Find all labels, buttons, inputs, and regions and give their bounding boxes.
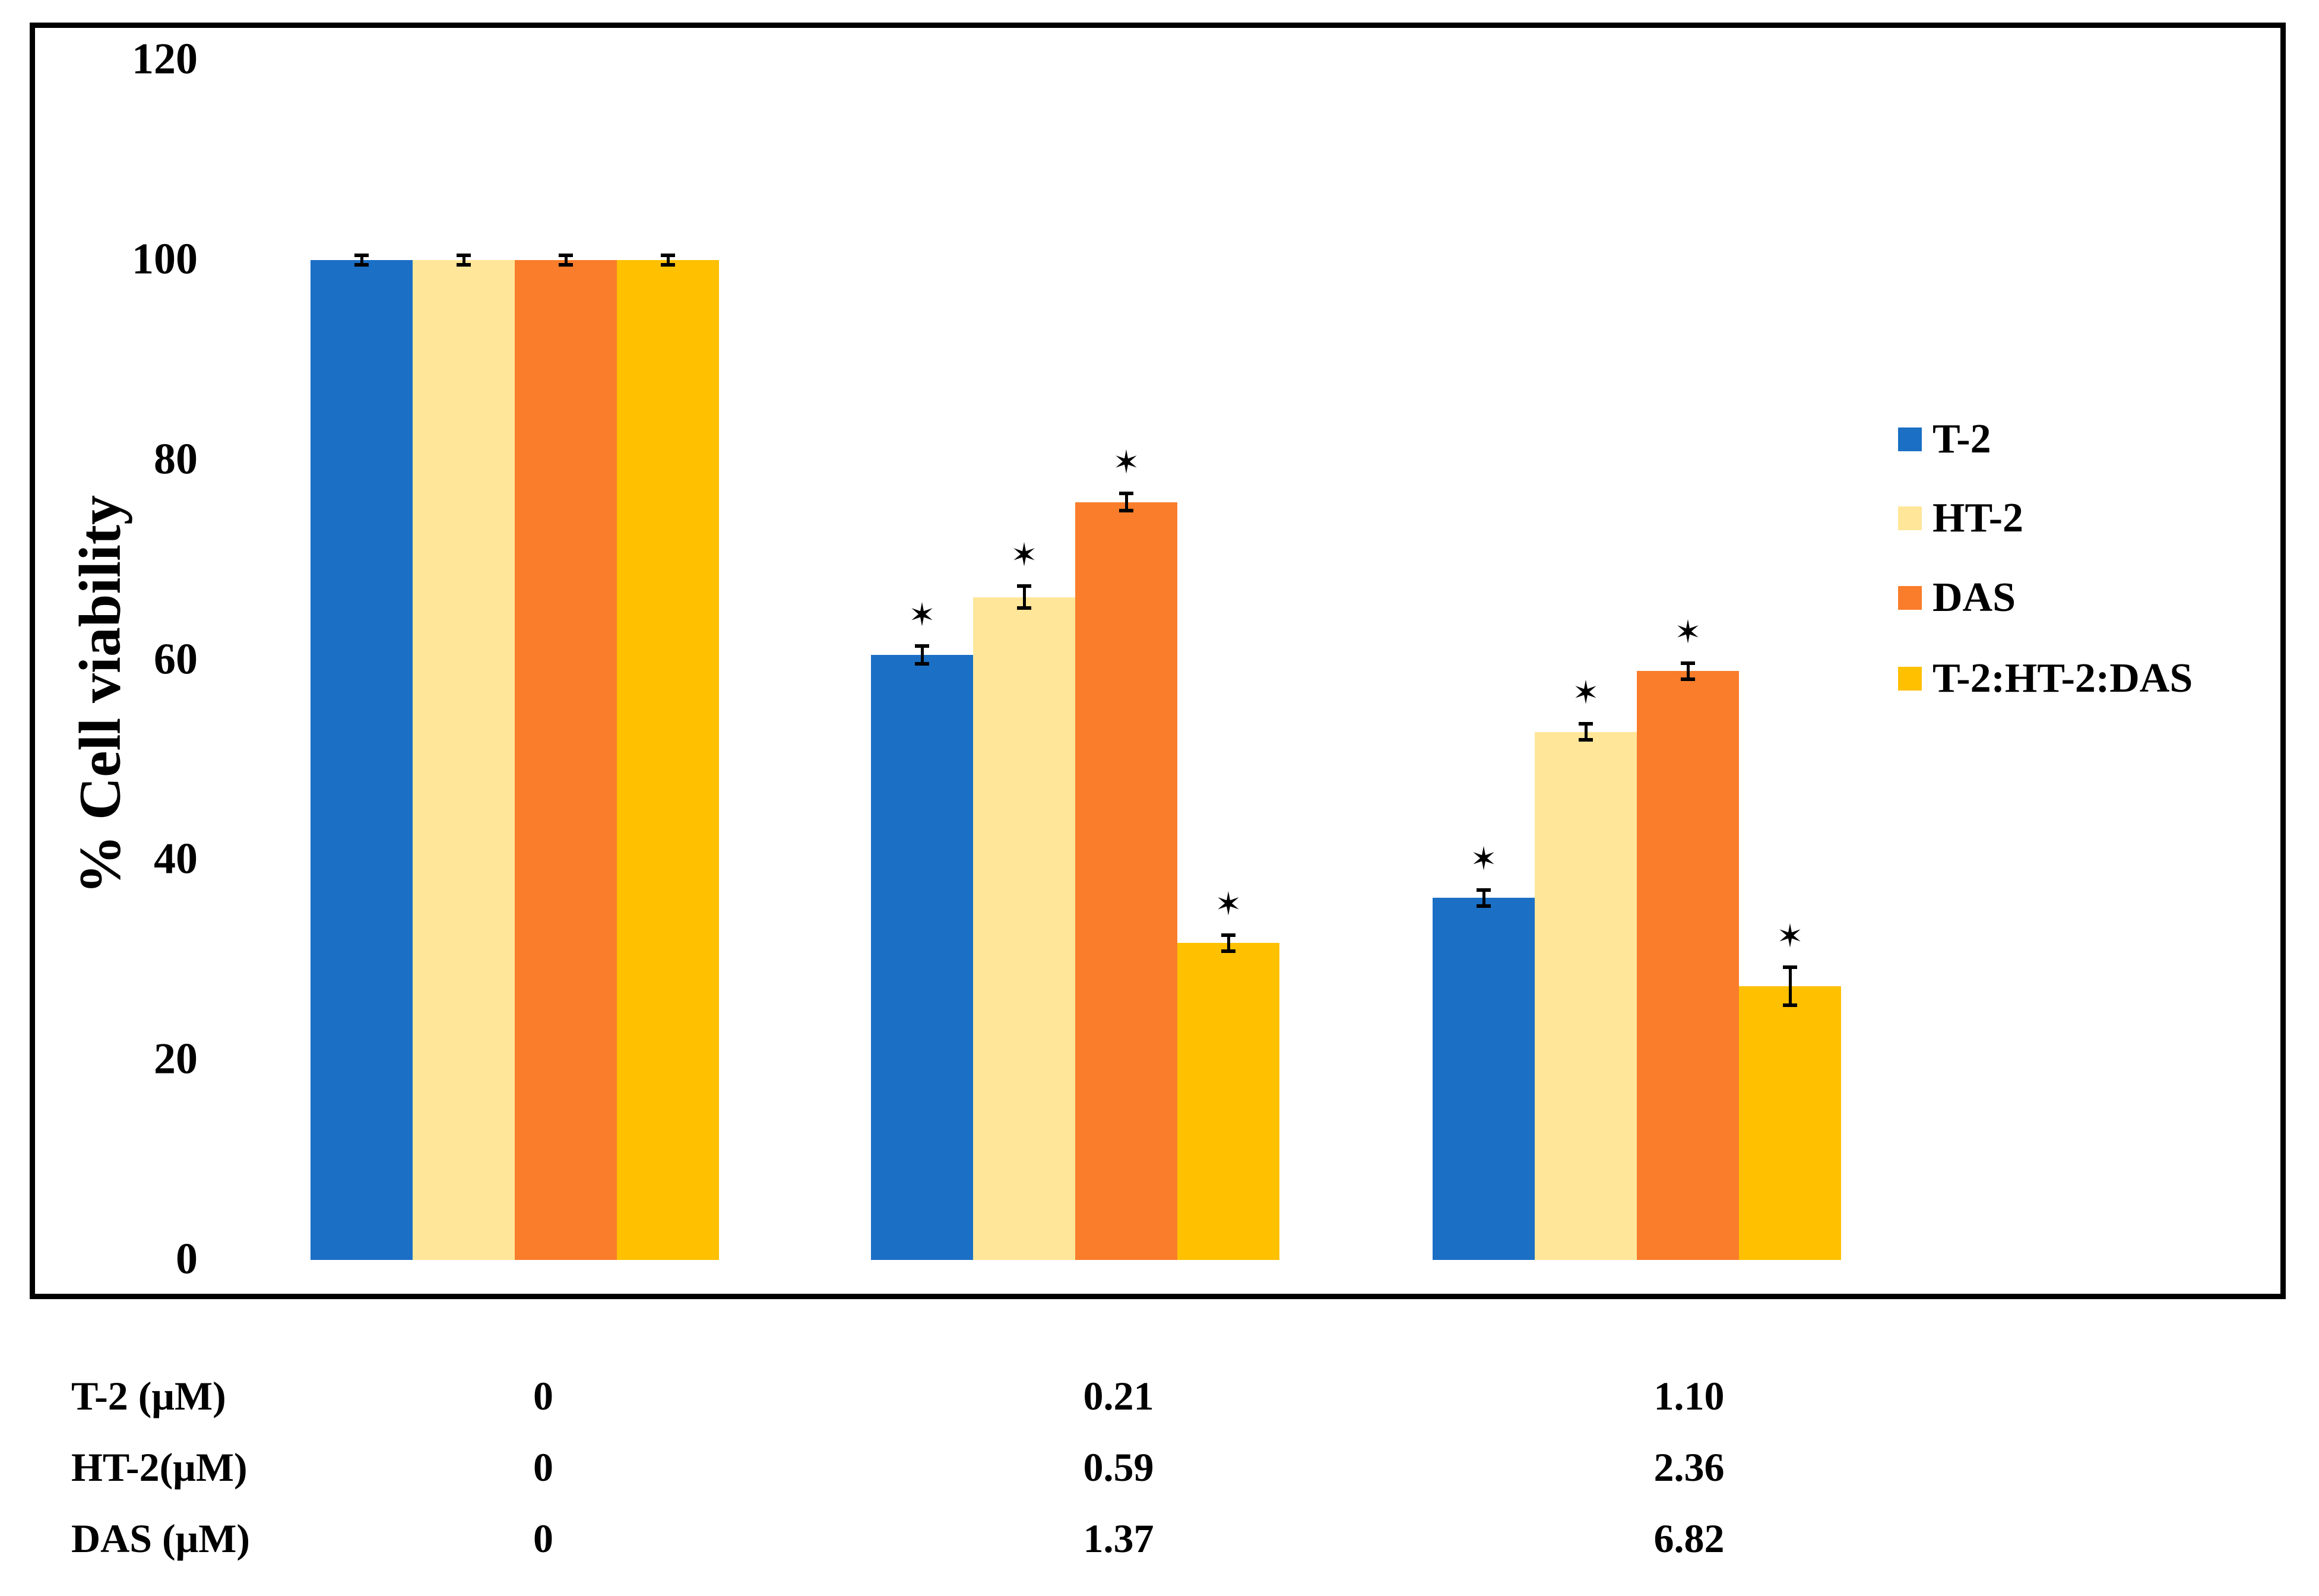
bar-t-2-ht-2-das-group3	[1739, 986, 1841, 1260]
bar-t-2-group3	[1433, 898, 1535, 1260]
bar-t-2-group1	[311, 260, 413, 1260]
legend-swatch	[1898, 428, 1922, 451]
significance-star-icon: ✶	[1470, 840, 1497, 878]
error-bar-cap-top	[915, 644, 929, 648]
bar-t-2-ht-2-das-group2	[1177, 943, 1279, 1260]
table-cell-value: 0	[533, 1373, 553, 1418]
y-tick-label: 0	[176, 1234, 198, 1284]
error-bar-stem	[1227, 935, 1230, 951]
error-bar-cap-top	[354, 253, 369, 257]
significance-star-icon: ✶	[1572, 674, 1599, 712]
error-bar-cap-bottom	[1221, 949, 1235, 953]
table-cell-value: 0.21	[1083, 1373, 1154, 1418]
error-bar-stem	[1022, 585, 1026, 609]
error-bar-cap-top	[1579, 722, 1593, 726]
significance-star-icon: ✶	[908, 596, 936, 634]
table-cell-value: 0	[533, 1516, 553, 1561]
error-bar-cap-bottom	[457, 263, 471, 267]
significance-star-icon: ✶	[1215, 885, 1242, 923]
legend-swatch	[1898, 667, 1922, 691]
error-bar-cap-top	[457, 253, 471, 257]
significance-star-icon: ✶	[1776, 917, 1804, 955]
error-bar-cap-bottom	[1017, 606, 1031, 610]
table-row-label: T-2 (μM)	[71, 1373, 226, 1418]
legend-swatch	[1898, 586, 1922, 610]
bar-t-2-group2	[871, 655, 973, 1260]
bar-t-2-ht-2-das-group1	[617, 260, 719, 1260]
error-bar-cap-bottom	[354, 263, 369, 267]
legend-label: T-2	[1932, 416, 1991, 462]
error-bar-stem	[1482, 889, 1485, 906]
error-bar-cap-top	[1783, 965, 1797, 969]
legend-label: T-2:HT-2:DAS	[1932, 656, 2193, 701]
legend-item-t-2: T-2	[1898, 419, 2254, 460]
table-row-label: DAS (μM)	[71, 1516, 251, 1561]
error-bar-stem	[1124, 493, 1128, 511]
error-bar-stem	[920, 646, 924, 664]
error-bar-stem	[666, 255, 670, 265]
error-bar-cap-top	[1221, 933, 1235, 937]
significance-star-icon: ✶	[1010, 536, 1038, 574]
y-tick-label: 20	[154, 1034, 198, 1084]
error-bar-stem	[564, 255, 568, 265]
error-bar-cap-top	[1017, 584, 1031, 588]
error-bar-cap-bottom	[559, 263, 573, 267]
table-cell-value: 0.59	[1083, 1445, 1154, 1490]
y-tick-label: 60	[154, 635, 198, 684]
y-tick-label: 80	[154, 435, 198, 484]
error-bar-cap-bottom	[1579, 738, 1593, 742]
bar-ht-2-group2	[973, 597, 1075, 1260]
table-cell-value: 0	[533, 1445, 553, 1490]
table-cell-value: 1.10	[1653, 1373, 1725, 1418]
legend-label: HT-2	[1932, 495, 2024, 541]
legend-item-das: DAS	[1898, 577, 2254, 619]
error-bar-cap-bottom	[661, 263, 675, 267]
legend-item-ht-2: HT-2	[1898, 498, 2254, 539]
bar-das-group2	[1075, 502, 1177, 1260]
table-row-label: HT-2(μM)	[71, 1445, 248, 1490]
significance-star-icon: ✶	[1674, 613, 1702, 651]
error-bar-stem	[1788, 967, 1792, 1005]
y-tick-label: 120	[132, 34, 198, 84]
error-bar-cap-top	[1119, 492, 1133, 496]
y-axis-title: % Cell viability	[66, 495, 133, 895]
bar-das-group3	[1637, 671, 1739, 1260]
error-bar-cap-top	[1477, 888, 1491, 892]
bar-das-group1	[515, 260, 617, 1260]
significance-star-icon: ✶	[1113, 444, 1140, 482]
legend-label: DAS	[1932, 575, 2016, 620]
bar-ht-2-group3	[1535, 732, 1637, 1260]
legend-swatch	[1898, 506, 1922, 530]
error-bar-stem	[360, 255, 363, 265]
error-bar-cap-bottom	[1681, 677, 1695, 681]
y-tick-label: 100	[132, 235, 198, 284]
error-bar-cap-bottom	[915, 662, 929, 666]
error-bar-stem	[1686, 663, 1690, 679]
error-bar-cap-top	[1681, 661, 1695, 665]
error-bar-cap-top	[559, 253, 573, 257]
error-bar-stem	[1584, 724, 1588, 740]
bar-ht-2-group1	[413, 260, 515, 1260]
table-cell-value: 1.37	[1083, 1516, 1154, 1561]
y-tick-label: 40	[154, 834, 198, 884]
error-bar-stem	[462, 255, 465, 265]
error-bar-cap-bottom	[1783, 1003, 1797, 1007]
legend-item-t-2-ht-2-das: T-2:HT-2:DAS	[1898, 658, 2254, 699]
table-cell-value: 2.36	[1653, 1445, 1725, 1490]
error-bar-cap-bottom	[1477, 904, 1491, 908]
error-bar-cap-top	[661, 253, 675, 257]
table-cell-value: 6.82	[1653, 1516, 1725, 1561]
error-bar-cap-bottom	[1119, 508, 1133, 512]
